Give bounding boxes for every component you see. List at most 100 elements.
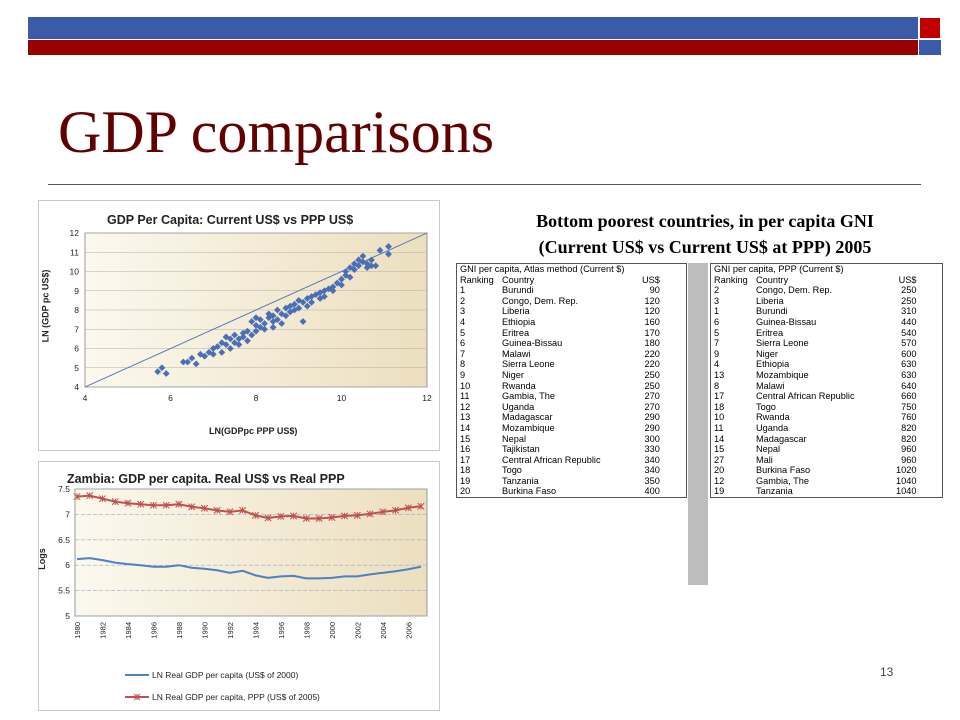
- atlas-table-cell: 8: [460, 359, 466, 370]
- ppp-table-row: 12 Gambia, The 1040: [711, 476, 919, 487]
- scatter-point: [295, 304, 303, 312]
- atlas-table-cell: Niger: [502, 369, 524, 380]
- scatter-point: [303, 302, 311, 310]
- slide-number: 13: [880, 665, 894, 679]
- ppp-table-cell: Liberia: [756, 295, 784, 306]
- legend-label: LN Real GDP per capita, PPP (US$ of 2005…: [152, 692, 320, 702]
- atlas-table-row: 7 Malawi 220: [457, 349, 663, 360]
- scatter-point: [278, 320, 286, 327]
- atlas-table-row: 14 Mozambique 290: [457, 423, 663, 434]
- ppp-table-cell: 8: [714, 380, 720, 391]
- atlas-table-cell: 220: [644, 348, 660, 359]
- atlas-table-row: 2 Congo, Dem. Rep. 120: [457, 296, 663, 307]
- ppp-table-row: 15 Nepal 960: [711, 444, 919, 455]
- atlas-table-cell: 13: [460, 412, 471, 423]
- atlas-table-cell: 180: [644, 338, 660, 349]
- ppp-table-cell: 12: [714, 475, 725, 486]
- ppp-table-cell: Tanzania: [756, 486, 793, 497]
- atlas-table-cell: 350: [644, 475, 660, 486]
- ppp-table-cell: 760: [901, 412, 917, 423]
- scatter-y-tick-label: 4: [74, 382, 79, 392]
- atlas-table-cell: 120: [644, 306, 660, 317]
- scatter-point: [368, 256, 375, 264]
- ppp-table-cell: 630: [901, 359, 917, 370]
- line-x-tick-label: 1996: [277, 622, 286, 639]
- atlas-table-cell: Tajikistan: [502, 444, 540, 455]
- series-ppp-marker: [226, 508, 234, 516]
- ppp-table-cell: 5: [714, 327, 720, 338]
- series-ppp-marker: [341, 512, 349, 520]
- ppp-gni-grid: GNI per capita, PPP (Current $) Ranking Co…: [711, 264, 919, 497]
- scatter-point: [209, 350, 217, 358]
- series-ppp-marker: [149, 501, 157, 509]
- scatter-y-tick-label: 6: [74, 344, 79, 354]
- line-x-tick-label: 1988: [175, 622, 184, 639]
- atlas-table-row: 6 Guinea-Bissau 180: [457, 338, 663, 349]
- ppp-table-cell: 250: [901, 285, 917, 296]
- scatter-x-tick-label: 6: [168, 393, 173, 403]
- header-bar-blue: [28, 17, 918, 39]
- atlas-table-row: 11 Gambia, The 270: [457, 391, 663, 402]
- scatter-point: [359, 258, 367, 266]
- table-gap-strip: [688, 263, 708, 585]
- atlas-table-cell: 10: [460, 380, 471, 391]
- title-divider: [48, 184, 921, 185]
- atlas-gni-table: GNI per capita, Atlas method (Current $)…: [456, 263, 687, 499]
- ppp-table-cell: 630: [901, 369, 917, 380]
- atlas-table-cell: Ranking: [460, 274, 494, 285]
- scatter-point: [192, 360, 200, 368]
- ppp-table-cell: Niger: [756, 348, 778, 359]
- atlas-table-cell: Ethiopia: [502, 316, 536, 327]
- series-ppp-marker: [188, 503, 196, 511]
- series-ppp-marker: [200, 504, 208, 512]
- atlas-gni-grid: GNI per capita, Atlas method (Current $)…: [457, 264, 663, 497]
- series-ppp-marker: [213, 506, 221, 514]
- line-x-tick-label: 1992: [226, 622, 235, 639]
- line-x-tick-label: 2004: [379, 622, 388, 639]
- series-ppp-marker: [264, 514, 272, 522]
- ppp-table-cell: 1: [714, 306, 720, 317]
- ppp-table-cell: 10: [714, 412, 725, 423]
- scatter-x-tick-label: 10: [337, 393, 347, 403]
- ppp-table-cell: 17: [714, 391, 725, 402]
- table-heading: Bottom poorest countries, in per capita …: [455, 208, 955, 260]
- atlas-table-cell: 17: [460, 454, 471, 465]
- atlas-table-cell: Congo, Dem. Rep.: [502, 295, 579, 306]
- ppp-table-cell: 540: [901, 327, 917, 338]
- ppp-table-cell: 4: [714, 359, 720, 370]
- scatter-point: [376, 246, 384, 254]
- scatter-point: [222, 333, 230, 341]
- line-x-tick-label: 1980: [73, 622, 82, 639]
- ppp-table-cell: Congo, Dem. Rep.: [756, 285, 833, 296]
- atlas-table-cell: 270: [644, 401, 660, 412]
- legend-label: LN Real GDP per capita (US$ of 2000): [152, 670, 298, 680]
- ppp-table-cell: 1040: [896, 475, 917, 486]
- scatter-point: [282, 312, 290, 320]
- ppp-table-cell: Togo: [756, 401, 776, 412]
- scatter-point: [299, 298, 307, 306]
- ppp-table-cell: Ranking: [714, 274, 748, 285]
- ppp-table-cell: Sierra Leone: [756, 338, 809, 349]
- scatter-y-tick-label: 8: [74, 305, 79, 315]
- scatter-point: [244, 327, 251, 335]
- ppp-table-row: 8 Malawi 640: [711, 381, 919, 392]
- atlas-table-row: 16 Tajikistan 330: [457, 444, 663, 455]
- scatter-point: [222, 341, 230, 349]
- atlas-table-cell: 160: [644, 316, 660, 327]
- ppp-table-cell: 7: [714, 338, 720, 349]
- atlas-table-row: 9 Niger 250: [457, 370, 663, 381]
- scatter-point: [338, 281, 345, 289]
- ppp-table-cell: Madagascar: [756, 433, 807, 444]
- scatter-point: [269, 323, 277, 331]
- line-x-tick-label: 1998: [302, 622, 311, 639]
- scatter-point: [338, 275, 345, 283]
- ppp-table-cell: 19: [714, 486, 725, 497]
- ppp-table-row: 17 Central African Republic 660: [711, 391, 919, 402]
- atlas-table-cell: Malawi: [502, 348, 531, 359]
- line-y-axis-title: Logs: [36, 548, 47, 570]
- scatter-point: [385, 250, 392, 258]
- scatter-point: [355, 262, 362, 270]
- ppp-table-cell: 1020: [896, 465, 917, 476]
- ppp-table-cell: 640: [901, 380, 917, 391]
- ppp-table-cell: US$: [898, 274, 917, 285]
